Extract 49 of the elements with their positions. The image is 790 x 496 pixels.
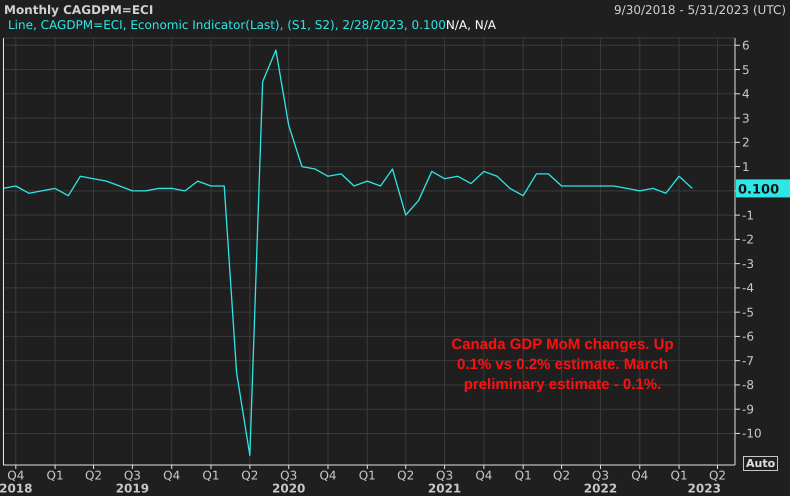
chart-subtitle: 9/30/2018 - 5/31/2023 (UTC) (614, 3, 786, 17)
x-tick-label: Q1 (202, 468, 220, 483)
x-tick-label: Q1 (670, 468, 688, 483)
y-tick-label: -3 (742, 256, 754, 271)
annotation: Canada GDP MoM changes. Up 0.1% vs 0.2% estimate. March preliminary estimate - 0.1%. (450, 335, 675, 395)
y-tick-label: -8 (742, 378, 754, 392)
x-tick-label: Q3 (436, 468, 454, 483)
x-tick-label: Q2 (708, 468, 726, 483)
x-tick-label: Q2 (84, 468, 102, 483)
x2-tick-label: 2023 (688, 482, 721, 496)
y-tick-label: -2 (742, 232, 754, 247)
x-tick-label: Q2 (241, 468, 258, 483)
x-tick-label: Q3 (592, 468, 610, 483)
y-tick-label: 5 (742, 62, 750, 77)
x-tick-label: Q3 (280, 468, 298, 483)
y-tick-label: -5 (742, 305, 754, 320)
chart-title: Monthly CAGDPM=ECI (4, 3, 154, 17)
y-tick-label: -4 (742, 281, 754, 296)
y-tick-label: 3 (742, 111, 750, 126)
x-tick-label: Q4 (163, 468, 180, 483)
y-tick-label: 1 (742, 160, 750, 174)
x-tick-label: Q4 (319, 468, 337, 483)
text: N/A, N/A (446, 18, 496, 32)
text: Line, CAGDPM=ECI, Economic Indicator(Last), (S1, S2), 2/28/2023, 0.100 (8, 18, 446, 32)
y-tick-label: 4 (742, 87, 750, 102)
x-tick-label: Q2 (397, 468, 414, 483)
x-tick-label: Q3 (124, 468, 141, 483)
y-tick-label: -1 (742, 208, 754, 222)
text: Auto (743, 456, 778, 471)
x-tick-label: Q1 (46, 468, 64, 483)
y-tick-label: 2 (742, 136, 750, 150)
x-tick-label: Q4 (7, 468, 24, 483)
x-tick-label: Q1 (514, 468, 532, 483)
line-series (3, 49, 693, 456)
text: 0.100 (738, 182, 780, 198)
y-tick-label: -6 (742, 330, 754, 344)
x2-tick-label: 2020 (272, 482, 306, 496)
y-tick-label: 6 (742, 38, 750, 53)
x2-tick-label: 2022 (584, 482, 618, 496)
x2-tick-label: 2021 (428, 482, 462, 496)
x2-tick-label: 2018 (0, 482, 33, 496)
x-tick-label: Q1 (358, 468, 376, 483)
y-tick-label: -7 (742, 354, 754, 368)
x2-tick-label: 2019 (116, 482, 150, 496)
y-tick-label: -9 (742, 402, 754, 416)
x-tick-label: Q4 (475, 468, 492, 483)
y-tick-label: -10 (742, 426, 762, 441)
x-tick-label: Q2 (553, 468, 570, 483)
x-tick-label: Q4 (631, 468, 648, 483)
